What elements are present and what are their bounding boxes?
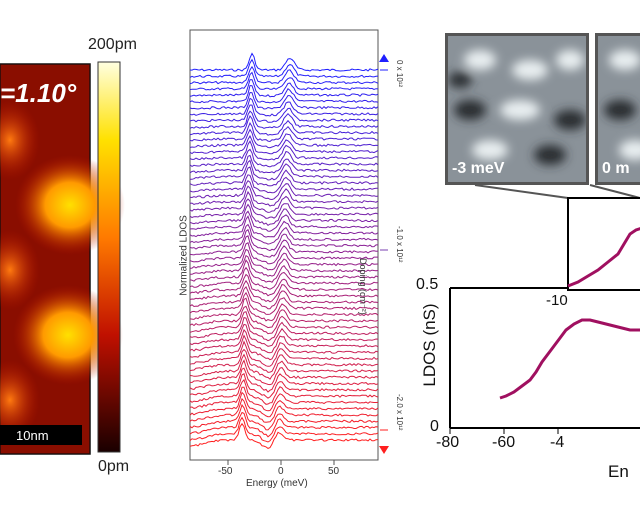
waterfall-panel: Normalized LDOS -50 0 50 Energy (meV) Do… — [160, 0, 410, 520]
spectrum-trace — [189, 285, 379, 310]
spectrum-trace — [189, 110, 379, 129]
spectrum-trace — [189, 166, 379, 187]
doping-tick-1: -1.0 x 10¹² — [395, 226, 404, 263]
inset-xtick: -10 — [546, 292, 568, 309]
spectrum-trace — [189, 71, 379, 91]
ldos-xlabel: En — [608, 462, 629, 481]
doping-label: Doping (cm⁻²) — [358, 258, 368, 315]
spectrum-trace — [189, 378, 379, 405]
waterfall-xlabel: Energy (meV) — [246, 478, 308, 489]
spectrum-trace — [189, 128, 379, 149]
xtick-minus80: -80 — [436, 434, 460, 451]
spectrum-trace — [189, 297, 379, 322]
spectrum-trace — [189, 386, 379, 412]
spectrum-trace — [189, 122, 379, 143]
spectrum-trace — [189, 65, 379, 85]
xtick-minus50: -50 — [218, 466, 233, 477]
spectrum-trace — [189, 305, 379, 329]
spectrum-trace — [189, 242, 378, 265]
topography-map — [0, 61, 125, 455]
scalebar-label: 10nm — [16, 428, 49, 443]
spectrum-trace — [189, 316, 379, 342]
spectrum-trace — [189, 104, 379, 123]
xtick-0: 0 — [278, 466, 284, 477]
doping-tick-0: 0 x 10¹² — [395, 60, 404, 88]
ytick-0: 0 — [430, 418, 439, 435]
topography-panel: =1.10° 10nm 200pm 0pm — [0, 0, 160, 480]
spectrum-trace — [189, 190, 379, 213]
twist-angle-label: =1.10° — [0, 78, 77, 108]
ytick-0-5: 0.5 — [416, 276, 439, 293]
colorbar-max-label: 200pm — [88, 36, 137, 53]
spectrum-trace — [189, 174, 379, 194]
spectrum-trace — [189, 185, 379, 207]
spectrum-trace — [189, 279, 379, 303]
spectrum-trace — [189, 52, 379, 72]
doping-tick-2: -2.0 x 10¹² — [395, 394, 404, 431]
stm-image-label-1: 0 m — [602, 160, 630, 177]
waterfall-ylabel: Normalized LDOS — [178, 215, 190, 296]
spectrum-trace — [189, 248, 379, 271]
spectrum-trace — [189, 79, 379, 98]
spectrum-trace — [189, 91, 379, 110]
ldos-figure — [445, 33, 640, 434]
xtick-50: 50 — [328, 466, 340, 477]
spectrum-trace — [189, 215, 379, 238]
spectrum-trace — [189, 359, 379, 386]
stm-image-label-0: -3 meV — [452, 160, 505, 177]
xtick-minus60: -60 — [492, 434, 516, 451]
spectrum-trace — [189, 259, 379, 283]
colorbar-min-label: 0pm — [98, 458, 130, 475]
spectrum-trace — [189, 403, 379, 431]
spectrum-trace — [190, 254, 379, 277]
spectrum-trace — [189, 228, 378, 252]
spectrum-trace — [189, 58, 379, 78]
spectrum-trace — [189, 291, 379, 315]
spectrum-trace — [189, 373, 379, 399]
spectrum-trace — [189, 210, 379, 232]
spectrum-trace — [189, 328, 379, 354]
spectrum-trace — [189, 203, 379, 226]
spectrum-trace — [190, 159, 379, 181]
waterfall-plot — [189, 29, 389, 465]
spectrum-trace — [189, 223, 379, 245]
spectrum-trace — [189, 422, 379, 449]
xtick-minus40: -4 — [550, 434, 565, 451]
spectrum-trace — [189, 154, 379, 174]
spectrum-trace — [189, 391, 379, 418]
spectrum-trace — [189, 179, 379, 201]
spectrum-trace — [189, 140, 379, 161]
spectrum-trace — [189, 97, 379, 117]
spectrum-trace — [189, 311, 379, 335]
spectrum-trace — [189, 198, 379, 219]
spectrum-trace — [189, 115, 379, 136]
ldos-panel: -3 meV 0 m -10 LDOS (nS) 0.5 0 -80 -60 -… — [410, 0, 640, 520]
spectrum-trace — [189, 134, 379, 155]
spectrum-trace — [189, 416, 379, 443]
spectrum-trace — [189, 273, 379, 297]
spectrum-trace — [189, 323, 379, 347]
spectrum-trace — [189, 148, 379, 168]
spectrum-trace — [189, 84, 379, 104]
spectrum-trace — [189, 397, 379, 423]
spectrum-trace — [189, 367, 379, 393]
spectrum-trace — [189, 353, 379, 380]
ldos-ylabel: LDOS (nS) — [420, 303, 439, 387]
spectrum-trace — [189, 235, 379, 258]
spectrum-trace — [189, 266, 378, 290]
spectrum-trace — [189, 411, 379, 438]
spectrum-trace — [189, 340, 379, 367]
spectrum-trace — [189, 348, 379, 373]
spectrum-trace — [189, 334, 379, 361]
